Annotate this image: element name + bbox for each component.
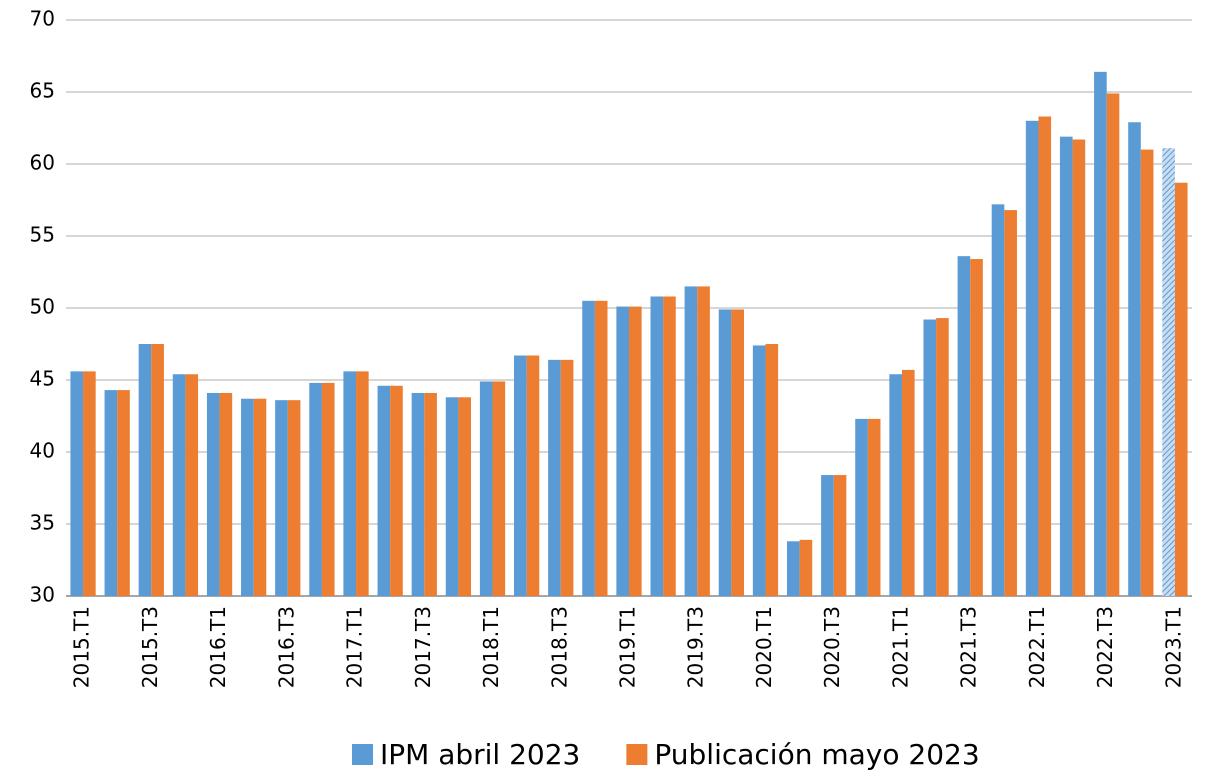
bar	[1059, 136, 1073, 596]
bar	[867, 418, 881, 596]
bar	[629, 306, 642, 596]
bar	[718, 309, 732, 596]
bar	[786, 541, 800, 596]
legend-label: Publicación mayo 2023	[654, 738, 979, 771]
bar	[697, 286, 710, 596]
bar	[151, 344, 164, 596]
bar	[560, 359, 574, 596]
bar	[206, 392, 220, 596]
bar	[492, 381, 506, 596]
x-tick-label: 2019.T3	[684, 606, 708, 688]
bar	[377, 385, 391, 596]
bar	[923, 319, 937, 596]
bar	[241, 398, 254, 596]
bar	[1128, 122, 1141, 597]
bar	[1025, 120, 1039, 597]
bar	[663, 296, 676, 596]
bar	[445, 397, 459, 596]
bar	[356, 371, 369, 596]
bar	[390, 385, 403, 596]
bar	[731, 309, 744, 596]
y-tick-label: 55	[30, 223, 55, 247]
x-tick-label: 2021.T3	[957, 606, 981, 688]
bar	[275, 400, 288, 596]
y-tick-label: 50	[30, 295, 55, 319]
x-tick-label: 2021.T1	[888, 606, 912, 688]
bar	[185, 374, 199, 596]
bar	[1162, 148, 1175, 596]
bar	[104, 390, 118, 596]
bar	[526, 355, 540, 596]
bar	[684, 286, 698, 596]
x-tick-label: 2022.T1	[1025, 606, 1049, 688]
x-tick-label: 2020.T1	[752, 606, 776, 688]
bar	[138, 344, 152, 596]
x-tick-label: 2017.T3	[411, 606, 435, 688]
y-tick-label: 45	[30, 367, 55, 391]
bar	[1094, 71, 1107, 597]
x-tick-label: 2018.T3	[547, 606, 571, 688]
y-tick-label: 40	[30, 439, 55, 463]
legend-label: IPM abril 2023	[380, 738, 580, 771]
bar	[117, 390, 130, 596]
bar	[616, 306, 629, 596]
x-tick-label: 2018.T1	[479, 606, 503, 688]
x-tick-label: 2016.T1	[206, 606, 230, 688]
bar	[1004, 210, 1017, 596]
x-tick-label: 2017.T1	[343, 606, 367, 688]
bar	[1072, 139, 1086, 596]
bar	[172, 374, 186, 596]
bar	[1038, 116, 1052, 596]
bar	[765, 344, 779, 596]
legend-swatch	[352, 744, 373, 765]
bar	[343, 371, 357, 596]
bar	[855, 418, 868, 596]
bar	[70, 371, 84, 596]
bar	[424, 392, 437, 596]
bar	[479, 381, 493, 596]
bar	[901, 369, 915, 596]
bar	[219, 392, 233, 596]
legend-swatch	[626, 744, 648, 765]
bar	[1174, 182, 1188, 596]
bar	[799, 539, 813, 596]
bar	[752, 345, 766, 596]
bar	[957, 256, 971, 596]
bar	[514, 355, 527, 596]
x-tick-label: 2022.T3	[1093, 606, 1117, 688]
y-tick-label: 35	[30, 511, 55, 535]
bar	[458, 397, 472, 596]
y-tick-label: 65	[30, 79, 55, 103]
bar	[309, 382, 322, 596]
x-tick-label: 2015.T1	[70, 606, 94, 688]
x-tick-label: 2016.T3	[274, 606, 298, 688]
bar	[821, 475, 834, 596]
y-tick-label: 30	[30, 583, 55, 607]
x-tick-label: 2015.T3	[138, 606, 162, 688]
bar	[411, 392, 425, 596]
bar	[991, 204, 1005, 596]
bar	[582, 300, 595, 596]
x-tick-label: 2023.T1	[1161, 606, 1185, 688]
bar	[287, 400, 301, 596]
x-tick-label: 2020.T3	[820, 606, 844, 688]
y-tick-label: 60	[30, 151, 55, 175]
bar	[1106, 93, 1120, 596]
bar	[1140, 149, 1154, 596]
bar	[889, 374, 902, 596]
bar	[548, 359, 561, 596]
x-tick-label: 2019.T1	[616, 606, 640, 688]
bar	[83, 371, 96, 596]
bar	[833, 475, 847, 596]
y-tick-label: 70	[30, 7, 55, 31]
bar	[970, 259, 983, 596]
bar	[594, 300, 608, 596]
bar	[321, 382, 335, 596]
bar	[253, 398, 267, 596]
bar	[650, 296, 664, 596]
bar	[936, 318, 949, 596]
